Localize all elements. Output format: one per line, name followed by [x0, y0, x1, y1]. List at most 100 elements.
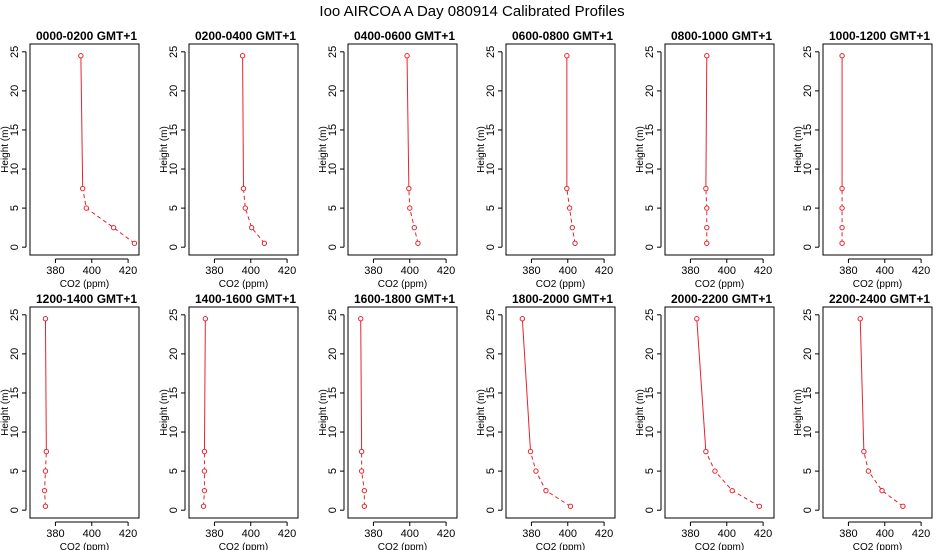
data-point [839, 205, 845, 211]
data-point [43, 448, 50, 455]
profile-panel: 2200-2400 GMT+1 380 400 420 CO2 (ppm) 0 5 10 15 2… [793, 292, 933, 550]
y-tick-label: 25 [9, 46, 21, 58]
profile-line-lower [44, 451, 47, 507]
y-tick-label: 10 [802, 163, 814, 175]
plot-frame [822, 43, 933, 256]
data-point [564, 185, 570, 192]
plot-frame [822, 306, 933, 519]
profile-panel: 1200-1400 GMT+1 380 400 420 CO2 (ppm) 0 5 10 15 2… [0, 292, 140, 550]
x-tick-label: 400 [559, 528, 577, 540]
x-tick-label: 400 [83, 265, 101, 277]
panel-title: 1000-1200 GMT+1 [829, 29, 930, 43]
y-tick-label: 20 [168, 348, 180, 360]
profile-line-upper [80, 55, 84, 189]
x-tick-label: 380 [681, 528, 699, 540]
x-axis-label: CO2 (ppm) [219, 279, 268, 290]
x-tick-label: 420 [119, 265, 137, 277]
data-point [201, 468, 208, 474]
data-point [566, 205, 573, 211]
y-tick-label: 15 [802, 387, 814, 399]
data-point [704, 224, 710, 231]
panel-title: 2000-2200 GMT+1 [671, 292, 772, 306]
plot-frame [664, 43, 775, 256]
figure-title: Ioo AIRCOA A Day 080914 Calibrated Profi… [319, 3, 624, 20]
profile-line-lower [361, 451, 365, 507]
y-axis-label: Height (m) [0, 126, 11, 173]
data-point [527, 448, 534, 455]
x-tick-label: 420 [754, 265, 772, 277]
y-tick-label: 10 [802, 426, 814, 438]
y-tick-label: 25 [485, 309, 497, 321]
y-tick-label: 15 [644, 387, 656, 399]
x-tick-label: 400 [242, 265, 260, 277]
y-tick-label: 10 [485, 163, 497, 175]
x-axis-label: CO2 (ppm) [219, 542, 268, 550]
y-axis-label: Height (m) [635, 126, 646, 173]
data-point [865, 468, 872, 474]
profile-line-lower [530, 451, 571, 507]
profile-panel: 0800-1000 GMT+1 380 400 420 CO2 (ppm) 0 5 10 15 2… [635, 29, 775, 290]
x-axis-label: CO2 (ppm) [853, 542, 902, 550]
data-point [83, 205, 90, 211]
y-tick-label: 10 [168, 163, 180, 175]
y-tick-label: 0 [9, 507, 21, 513]
x-axis-label: CO2 (ppm) [60, 279, 109, 290]
profile-line-upper [44, 318, 47, 452]
panel-title: 1600-1800 GMT+1 [354, 292, 455, 306]
data-point [900, 503, 906, 509]
profile-panel: 0400-0600 GMT+1 380 400 420 CO2 (ppm) 0 5 10 15 2… [318, 29, 458, 290]
x-tick-label: 420 [119, 528, 137, 540]
y-tick-label: 20 [644, 348, 656, 360]
y-tick-label: 25 [9, 309, 21, 321]
profile-panel: 2000-2200 GMT+1 380 400 420 CO2 (ppm) 0 5 10 15 2… [635, 292, 775, 550]
profile-line-lower [566, 188, 576, 244]
data-point [569, 224, 576, 231]
x-tick-label: 380 [205, 528, 223, 540]
data-point [248, 224, 255, 231]
x-tick-label: 420 [278, 265, 296, 277]
profile-line-upper [696, 318, 707, 452]
y-tick-label: 0 [9, 244, 21, 250]
data-point [79, 185, 86, 192]
y-tick-label: 0 [327, 244, 339, 250]
x-tick-label: 380 [46, 265, 64, 277]
data-point [42, 503, 49, 509]
plot-frame [347, 306, 458, 519]
y-axis-label: Height (m) [793, 389, 804, 436]
plot-frame [347, 43, 458, 256]
y-tick-label: 10 [644, 426, 656, 438]
y-tick-label: 15 [9, 124, 21, 136]
profile-line-upper [203, 318, 206, 452]
x-tick-label: 420 [595, 528, 613, 540]
y-tick-label: 15 [168, 387, 180, 399]
x-tick-label: 400 [401, 528, 419, 540]
y-tick-label: 20 [802, 85, 814, 97]
data-point [361, 503, 368, 509]
plot-frame [505, 306, 616, 519]
y-tick-label: 0 [168, 507, 180, 513]
x-tick-label: 420 [912, 265, 930, 277]
profile-line-upper [406, 55, 410, 189]
y-tick-label: 25 [644, 46, 656, 58]
data-point [201, 448, 208, 455]
data-point [564, 53, 570, 59]
y-tick-label: 5 [9, 205, 21, 211]
y-tick-label: 25 [802, 309, 814, 321]
profile-panel: 0200-0400 GMT+1 380 400 420 CO2 (ppm) 0 5 10 15 2… [159, 29, 299, 290]
y-tick-label: 5 [327, 468, 339, 474]
profile-line-lower [705, 188, 708, 244]
y-tick-label: 20 [485, 85, 497, 97]
x-tick-label: 380 [522, 528, 540, 540]
x-tick-label: 380 [364, 528, 382, 540]
data-point [839, 240, 845, 246]
data-point [572, 240, 578, 246]
profile-line-upper [521, 318, 532, 452]
y-tick-label: 20 [327, 348, 339, 360]
data-point [704, 53, 710, 59]
y-tick-label: 10 [485, 426, 497, 438]
x-tick-label: 400 [559, 265, 577, 277]
x-axis-label: CO2 (ppm) [695, 279, 744, 290]
x-axis-label: CO2 (ppm) [536, 542, 585, 550]
data-point [200, 503, 207, 509]
